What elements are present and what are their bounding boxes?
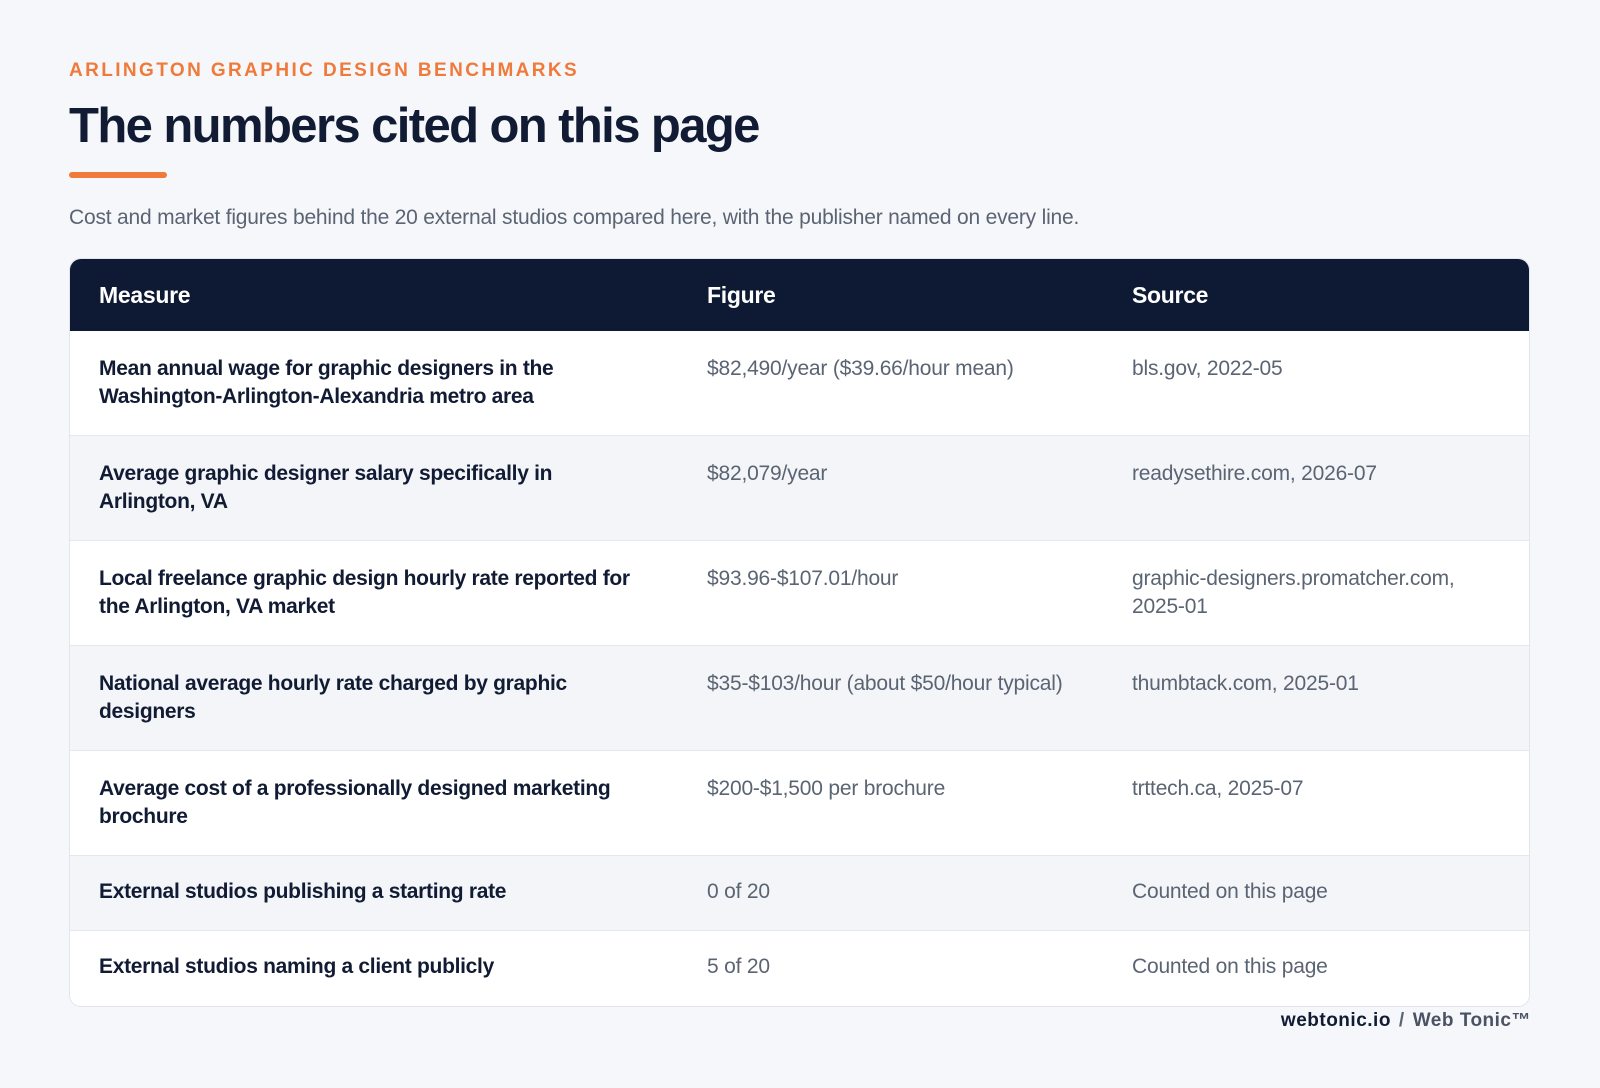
benchmarks-table: Measure Figure Source Mean annual wage f… (70, 259, 1529, 1006)
source-cell: Counted on this page (1103, 930, 1529, 1006)
figure-cell: 5 of 20 (678, 930, 1103, 1006)
column-header-source: Source (1132, 281, 1209, 308)
measure-cell: Average cost of a professionally designe… (70, 750, 678, 856)
table-row: External studios publishing a starting r… (70, 855, 1529, 931)
figure-cell: $82,490/year ($39.66/hour mean) (707, 357, 1014, 380)
source-cell: thumbtack.com, 2025-01 (1103, 645, 1529, 751)
title-accent-bar (69, 172, 167, 178)
table-row: Mean annual wage for graphic designers i… (70, 331, 1529, 436)
column-header-figure: Figure (707, 281, 776, 308)
source-cell: Counted on this page (1103, 855, 1529, 931)
table-row: External studios naming a client publicl… (70, 930, 1529, 1006)
source-cell: readysethire.com, 2026-07 (1103, 435, 1529, 541)
measure-cell: Average graphic designer salary specific… (70, 435, 678, 541)
footer-site: webtonic.io (1280, 1010, 1391, 1031)
page-title: The numbers cited on this page (69, 99, 760, 153)
measure-cell: Local freelance graphic design hourly ra… (70, 540, 678, 646)
table-row: Average cost of a professionally designe… (70, 750, 1529, 856)
column-header-measure: Measure (99, 281, 191, 308)
figure-cell: $82,079/year (678, 435, 1103, 541)
figure-cell: $200-$1,500 per brochure (678, 750, 1103, 856)
figure-cell: 0 of 20 (678, 855, 1103, 931)
table-row: Local freelance graphic design hourly ra… (70, 540, 1529, 646)
benchmarks-table-card: Measure Figure Source Mean annual wage f… (69, 258, 1530, 1007)
table-row: National average hourly rate charged by … (70, 645, 1529, 751)
source-cell: graphic-designers.promatcher.com, 2025-0… (1103, 540, 1529, 646)
table-row: Average graphic designer salary specific… (70, 435, 1529, 541)
footer-separator: / (1398, 1010, 1405, 1031)
source-cell: trttech.ca, 2025-07 (1103, 750, 1529, 856)
footer-brand: Web Tonic™ (1412, 1010, 1531, 1031)
table-header-row: Measure Figure Source (70, 259, 1529, 331)
footer-attribution: webtonic.io / Web Tonic™ (1281, 1010, 1531, 1032)
figure-cell: $93.96-$107.01/hour (678, 540, 1103, 646)
measure-cell: External studios naming a client publicl… (70, 930, 678, 1006)
measure-cell: External studios publishing a starting r… (70, 855, 678, 931)
measure-cell: National average hourly rate charged by … (70, 645, 678, 751)
measure-cell: Mean annual wage for graphic designers i… (99, 357, 554, 408)
page-subtitle: Cost and market figures behind the 20 ex… (69, 206, 1080, 229)
source-cell: bls.gov, 2022-05 (1132, 357, 1283, 380)
eyebrow-label: ARLINGTON GRAPHIC DESIGN BENCHMARKS (69, 60, 580, 81)
figure-cell: $35-$103/hour (about $50/hour typical) (678, 645, 1103, 751)
